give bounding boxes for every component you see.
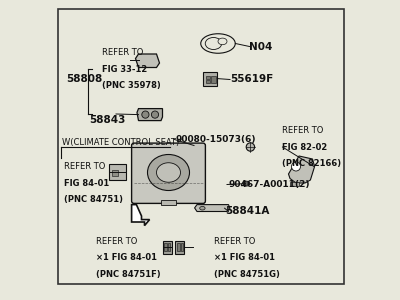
Text: 58843: 58843 [89, 115, 125, 125]
Text: ×1 FIG 84-01: ×1 FIG 84-01 [96, 254, 158, 262]
Text: FIG 84-01: FIG 84-01 [64, 178, 109, 188]
Bar [168, 243, 170, 251]
FancyBboxPatch shape [132, 143, 206, 203]
Text: 90467-A0011(2): 90467-A0011(2) [228, 180, 310, 189]
Text: W(CLIMATE CONTROL SEAT): W(CLIMATE CONTROL SEAT) [62, 138, 179, 147]
Bar [162, 241, 172, 253]
Text: REFER TO: REFER TO [282, 126, 324, 135]
Bar [290, 182, 299, 186]
Circle shape [246, 143, 255, 151]
Bar [206, 76, 210, 79]
Text: FIG 33-12: FIG 33-12 [102, 64, 148, 74]
Circle shape [142, 111, 149, 118]
Polygon shape [194, 205, 230, 212]
Text: N04: N04 [250, 41, 273, 52]
Text: 90080-15073(6): 90080-15073(6) [176, 135, 256, 144]
Polygon shape [137, 109, 162, 121]
Ellipse shape [245, 182, 248, 184]
Text: (PNC 35978): (PNC 35978) [102, 81, 161, 90]
Circle shape [151, 111, 159, 118]
Text: FIG 82-02: FIG 82-02 [282, 142, 328, 152]
Text: REFER TO: REFER TO [96, 237, 138, 246]
Text: REFER TO: REFER TO [64, 162, 105, 171]
Bar [161, 200, 176, 205]
Text: (PNC 84751G): (PNC 84751G) [214, 270, 279, 279]
Ellipse shape [148, 154, 190, 190]
Text: 58808: 58808 [66, 74, 103, 85]
Bar [203, 72, 218, 86]
Text: ×1 FIG 84-01: ×1 FIG 84-01 [214, 254, 274, 262]
Bar [211, 76, 216, 83]
Text: (PNC 82166): (PNC 82166) [282, 159, 342, 168]
Polygon shape [132, 205, 150, 226]
Bar [164, 243, 167, 251]
Ellipse shape [218, 38, 227, 45]
Polygon shape [288, 156, 315, 183]
Circle shape [292, 162, 300, 171]
Bar [177, 243, 180, 251]
Ellipse shape [205, 38, 222, 50]
Bar [206, 80, 210, 83]
Text: REFER TO: REFER TO [214, 237, 255, 246]
Polygon shape [136, 54, 160, 68]
Bar [180, 243, 183, 251]
Bar [108, 164, 126, 180]
Text: 55619F: 55619F [230, 74, 273, 85]
Text: (PNC 84751): (PNC 84751) [64, 195, 122, 204]
Bar [175, 241, 184, 253]
Bar [112, 170, 118, 176]
Text: (PNC 84751F): (PNC 84751F) [96, 270, 161, 279]
Ellipse shape [200, 206, 205, 210]
Text: 58841A: 58841A [226, 206, 270, 217]
Ellipse shape [243, 181, 250, 186]
Ellipse shape [156, 163, 180, 182]
Text: REFER TO: REFER TO [102, 48, 144, 57]
